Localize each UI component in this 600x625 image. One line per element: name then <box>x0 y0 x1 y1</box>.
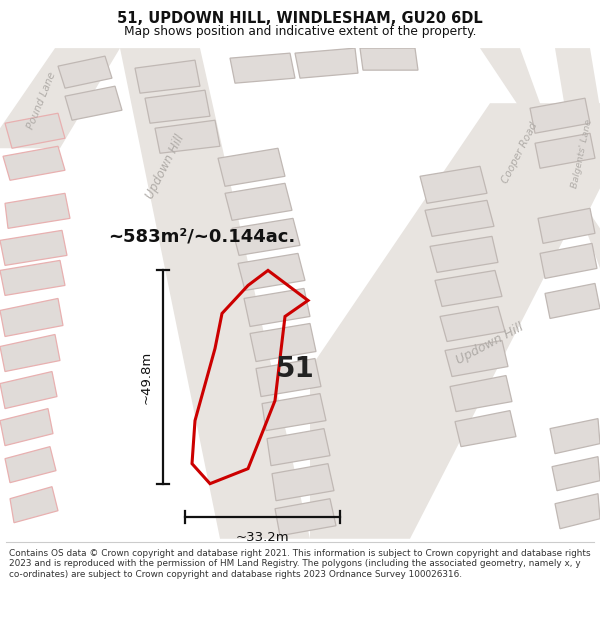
Polygon shape <box>135 60 200 93</box>
Text: Map shows position and indicative extent of the property.: Map shows position and indicative extent… <box>124 24 476 38</box>
Polygon shape <box>295 48 358 78</box>
Polygon shape <box>218 148 285 186</box>
Polygon shape <box>555 494 600 529</box>
Polygon shape <box>5 193 70 228</box>
Polygon shape <box>425 201 494 236</box>
Polygon shape <box>435 271 502 306</box>
Polygon shape <box>555 48 600 108</box>
Polygon shape <box>445 341 508 376</box>
Polygon shape <box>450 376 512 412</box>
Polygon shape <box>65 86 122 120</box>
Polygon shape <box>256 359 321 397</box>
Text: 51, UPDOWN HILL, WINDLESHAM, GU20 6DL: 51, UPDOWN HILL, WINDLESHAM, GU20 6DL <box>117 11 483 26</box>
Polygon shape <box>455 411 516 447</box>
Text: Pound Lane: Pound Lane <box>26 70 58 130</box>
Polygon shape <box>0 231 67 266</box>
Polygon shape <box>552 457 600 491</box>
Text: Updown Hill: Updown Hill <box>454 320 526 367</box>
Polygon shape <box>232 218 300 256</box>
Text: ~583m²/~0.144ac.: ~583m²/~0.144ac. <box>108 228 295 246</box>
Polygon shape <box>230 53 295 83</box>
Polygon shape <box>440 48 600 268</box>
Text: Balgents' Lane: Balgents' Lane <box>570 118 594 189</box>
Polygon shape <box>530 98 590 133</box>
Polygon shape <box>267 429 330 466</box>
Polygon shape <box>0 409 53 446</box>
Polygon shape <box>430 236 498 272</box>
Polygon shape <box>540 243 597 278</box>
Text: Updown Hill: Updown Hill <box>143 132 187 201</box>
Polygon shape <box>250 324 316 361</box>
Polygon shape <box>5 113 65 148</box>
Text: Contains OS data © Crown copyright and database right 2021. This information is : Contains OS data © Crown copyright and d… <box>9 549 590 579</box>
Polygon shape <box>360 48 418 70</box>
Polygon shape <box>535 133 595 168</box>
Polygon shape <box>120 48 310 539</box>
Polygon shape <box>440 306 505 341</box>
Text: 51: 51 <box>275 354 314 382</box>
Polygon shape <box>420 166 487 203</box>
Text: ~49.8m: ~49.8m <box>140 351 153 404</box>
Polygon shape <box>545 283 600 319</box>
Polygon shape <box>3 146 65 180</box>
Polygon shape <box>225 183 292 221</box>
Polygon shape <box>10 487 58 522</box>
Polygon shape <box>155 120 220 153</box>
Polygon shape <box>538 208 595 243</box>
Polygon shape <box>0 48 120 148</box>
Polygon shape <box>310 103 600 539</box>
Polygon shape <box>58 56 112 88</box>
Polygon shape <box>0 371 57 409</box>
Polygon shape <box>0 299 63 336</box>
Polygon shape <box>0 261 65 296</box>
Text: Cooper Road: Cooper Road <box>500 121 539 186</box>
Polygon shape <box>5 447 56 482</box>
Polygon shape <box>145 90 210 123</box>
Polygon shape <box>550 419 600 454</box>
Text: ~33.2m: ~33.2m <box>236 531 289 544</box>
Polygon shape <box>244 288 310 326</box>
Polygon shape <box>0 334 60 371</box>
Polygon shape <box>272 464 334 501</box>
Polygon shape <box>275 499 336 536</box>
Polygon shape <box>238 253 305 291</box>
Polygon shape <box>262 394 326 431</box>
Polygon shape <box>570 148 600 238</box>
